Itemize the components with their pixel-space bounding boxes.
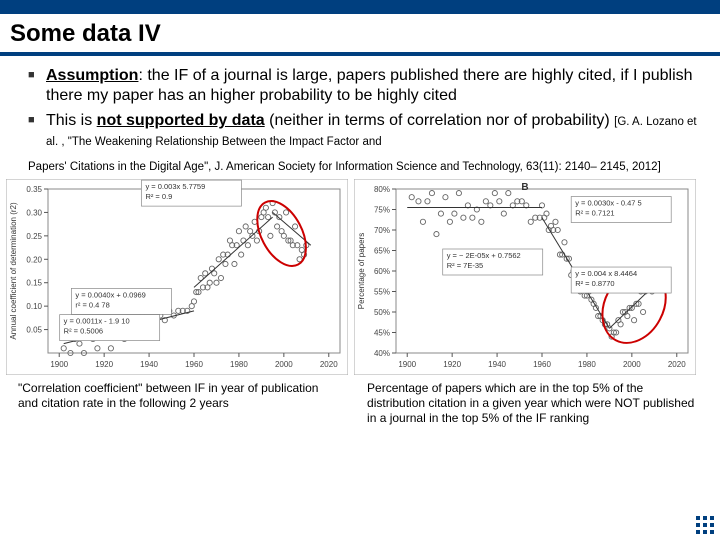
caption-left: "Correlation coefficient" between IF in … [18,381,337,426]
svg-text:R² = 0.5006: R² = 0.5006 [64,326,103,335]
bullet-conclusion: This is not supported by data (neither i… [28,111,702,152]
svg-text:1980: 1980 [578,360,596,369]
svg-text:R² = 0.7121: R² = 0.7121 [575,208,614,217]
svg-text:55%: 55% [374,287,390,296]
svg-text:60%: 60% [374,267,390,276]
svg-text:0.05: 0.05 [26,325,42,334]
svg-text:0.25: 0.25 [26,232,42,241]
svg-text:40%: 40% [374,349,390,358]
svg-text:y = 0.004 x 8.4464: y = 0.004 x 8.4464 [575,269,637,278]
chart-b-panel: 1900 1920 1940 1960 1980 2000 2020 40% 45% 50% 55%… [354,179,696,375]
svg-text:1980: 1980 [230,360,248,369]
svg-text:0.15: 0.15 [26,279,42,288]
bullet-prefix: This is [46,112,97,129]
caption-right: Percentage of papers which are in the to… [367,381,702,426]
citation-continuation: Papers' Citations in the Digital Age", J… [0,160,720,175]
svg-text:65%: 65% [374,246,390,255]
bullet-keyword: Assumption [46,67,138,84]
svg-text:1940: 1940 [140,360,158,369]
svg-text:B: B [521,182,528,193]
charts-row: 1900 1920 1940 1960 1980 2000 2020 0.05 0.10 0.15… [0,175,720,375]
svg-text:1960: 1960 [533,360,551,369]
svg-text:0.35: 0.35 [26,185,42,194]
svg-text:y = − 2E-05x + 0.7562: y = − 2E-05x + 0.7562 [447,251,521,260]
slide-title: Some data IV [0,14,720,56]
svg-text:1960: 1960 [185,360,203,369]
chart-a-panel: 1900 1920 1940 1960 1980 2000 2020 0.05 0.10 0.15… [6,179,348,375]
svg-text:80%: 80% [374,185,390,194]
chart-b-svg: 1900 1920 1940 1960 1980 2000 2020 40% 45% 50% 55%… [354,179,696,375]
svg-text:1940: 1940 [488,360,506,369]
decorative-dots [696,516,714,534]
captions-row: "Correlation coefficient" between IF in … [0,375,720,426]
svg-text:0.30: 0.30 [26,208,42,217]
svg-text:45%: 45% [374,328,390,337]
svg-text:y = 0.003x 5.7759: y = 0.003x 5.7759 [145,182,205,191]
svg-text:y = 0.0040x + 0.0969: y = 0.0040x + 0.0969 [75,290,145,299]
svg-text:1920: 1920 [443,360,461,369]
svg-text:R² = 0.8770: R² = 0.8770 [575,279,614,288]
bullet-rest: (neither in terms of correlation nor of … [265,112,614,129]
bullet-emphasis: not supported by data [97,112,265,129]
chart-a-svg: 1900 1920 1940 1960 1980 2000 2020 0.05 0.10 0.15… [6,179,348,375]
svg-text:Annual coefficient of determin: Annual coefficient of determination (r2) [9,202,18,340]
svg-text:1900: 1900 [398,360,416,369]
svg-text:r² = 0.4 78: r² = 0.4 78 [75,300,109,309]
svg-text:y = 0.0030x - 0.47 5: y = 0.0030x - 0.47 5 [575,198,642,207]
svg-text:1900: 1900 [50,360,68,369]
svg-text:2000: 2000 [275,360,293,369]
svg-text:Percentage of papers: Percentage of papers [357,233,366,310]
svg-text:1920: 1920 [95,360,113,369]
svg-text:0.20: 0.20 [26,255,42,264]
svg-text:2020: 2020 [320,360,338,369]
svg-text:50%: 50% [374,308,390,317]
svg-text:2000: 2000 [623,360,641,369]
bullet-assumption: Assumption: the IF of a journal is large… [28,66,702,107]
svg-text:2020: 2020 [668,360,686,369]
svg-text:R² = 7E-35: R² = 7E-35 [447,261,483,270]
bullet-list: Assumption: the IF of a journal is large… [0,56,720,160]
svg-text:y = 0.0011x - 1.9 10: y = 0.0011x - 1.9 10 [64,316,130,325]
top-brand-bar [0,0,720,14]
svg-text:R² = 0.9: R² = 0.9 [145,192,172,201]
bullet-text: : the IF of a journal is large, papers p… [46,67,693,104]
svg-text:0.10: 0.10 [26,302,42,311]
svg-text:70%: 70% [374,226,390,235]
svg-text:75%: 75% [374,205,390,214]
